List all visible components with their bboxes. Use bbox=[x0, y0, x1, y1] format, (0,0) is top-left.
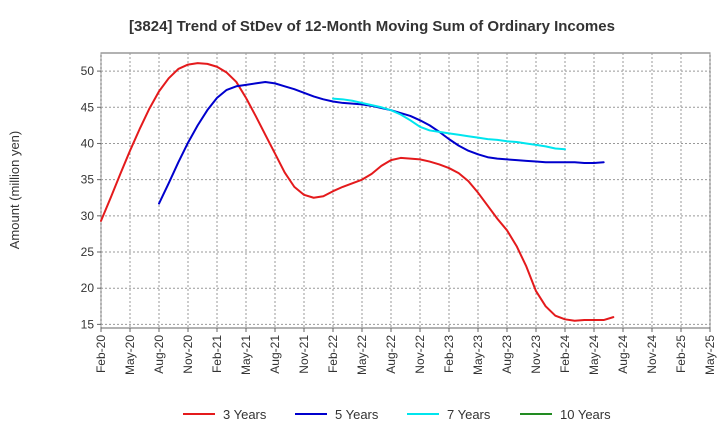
x-tick-label: Nov-21 bbox=[297, 335, 311, 374]
y-tick-label: 25 bbox=[81, 245, 95, 259]
x-axis-ticks: Feb-20 May-20 Aug-20 Nov-20 Feb-21 May-21 Aug-… bbox=[94, 328, 717, 375]
y-tick-label: 15 bbox=[81, 317, 95, 331]
y-tick-label: 50 bbox=[81, 64, 95, 78]
plot-area bbox=[100, 52, 711, 329]
x-tick-label: May-22 bbox=[355, 335, 369, 375]
x-tick-label: May-25 bbox=[703, 335, 717, 375]
legend-label: 7 Years bbox=[447, 407, 491, 422]
x-tick-label: Aug-22 bbox=[384, 335, 398, 374]
x-tick-label: Nov-22 bbox=[413, 335, 427, 374]
x-tick-label: May-24 bbox=[587, 335, 601, 375]
x-tick-label: May-23 bbox=[471, 335, 485, 375]
x-tick-label: Feb-24 bbox=[558, 335, 572, 373]
x-tick-label: Feb-22 bbox=[326, 335, 340, 373]
x-tick-label: Feb-20 bbox=[94, 335, 108, 373]
legend-label: 5 Years bbox=[335, 407, 379, 422]
legend: 3 Years 5 Years 7 Years 10 Years bbox=[183, 407, 611, 422]
y-tick-label: 45 bbox=[81, 100, 95, 114]
y-tick-label: 30 bbox=[81, 209, 95, 223]
y-axis-ticks: 15 20 25 30 35 40 45 50 bbox=[81, 64, 101, 331]
chart-title: [3824] Trend of StDev of 12-Month Moving… bbox=[129, 18, 615, 35]
x-tick-label: Aug-24 bbox=[616, 335, 630, 374]
y-tick-label: 20 bbox=[81, 281, 95, 295]
legend-label: 10 Years bbox=[560, 407, 611, 422]
x-tick-label: May-21 bbox=[239, 335, 253, 375]
x-tick-label: Aug-20 bbox=[152, 335, 166, 374]
x-tick-label: Nov-23 bbox=[529, 335, 543, 374]
x-tick-label: Nov-24 bbox=[645, 335, 659, 374]
x-tick-label: Feb-23 bbox=[442, 335, 456, 373]
x-tick-label: Aug-21 bbox=[268, 335, 282, 374]
series-line-7-years bbox=[332, 97, 566, 151]
x-tick-label: Feb-25 bbox=[674, 335, 688, 373]
series-lines bbox=[100, 62, 615, 322]
x-tick-label: May-20 bbox=[123, 335, 137, 375]
x-tick-label: Nov-20 bbox=[181, 335, 195, 374]
y-tick-label: 40 bbox=[81, 136, 95, 150]
legend-label: 3 Years bbox=[223, 407, 267, 422]
y-tick-label: 35 bbox=[81, 173, 95, 187]
y-axis-label: Amount (million yen) bbox=[7, 131, 22, 250]
x-tick-label: Feb-21 bbox=[210, 335, 224, 373]
x-tick-label: Aug-23 bbox=[500, 335, 514, 374]
series-line-3-years bbox=[100, 62, 615, 322]
